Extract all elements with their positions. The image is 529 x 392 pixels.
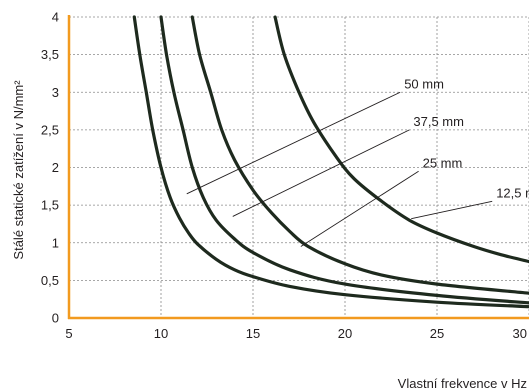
curve-label: 25 mm bbox=[423, 155, 463, 170]
x-tick-label: 20 bbox=[338, 326, 352, 341]
series-line bbox=[190, 15, 529, 295]
x-tick-labels: 5 10 15 20 25 30 bbox=[65, 326, 527, 341]
series-line bbox=[132, 15, 529, 309]
y-tick-label: 2,5 bbox=[41, 122, 59, 137]
leader-line bbox=[411, 200, 493, 220]
y-tick-label: 2 bbox=[52, 160, 59, 175]
curve-label: 37,5 mm bbox=[413, 114, 464, 129]
curve-label: 12,5 mm bbox=[496, 185, 529, 200]
x-tick-label: 15 bbox=[246, 326, 260, 341]
series-line bbox=[273, 15, 529, 264]
axes bbox=[67, 15, 529, 320]
leader-lines bbox=[186, 91, 493, 247]
x-tick-label: 30 bbox=[513, 326, 527, 341]
y-tick-label: 4 bbox=[52, 10, 59, 25]
x-tick-label: 5 bbox=[65, 326, 72, 341]
y-tick-label: 3,5 bbox=[41, 47, 59, 62]
series-line bbox=[159, 15, 529, 305]
y-tick-labels: 0 0,5 1 1,5 2 2,5 3 3,5 4 bbox=[41, 10, 59, 326]
y-axis-label: Stálé statické zatížení v N/mm² bbox=[11, 80, 26, 260]
leader-line bbox=[300, 170, 419, 247]
y-tick-label: 0,5 bbox=[41, 273, 59, 288]
curve-labels: 50 mm 37,5 mm 25 mm 12,5 mm bbox=[404, 76, 529, 200]
y-tick-label: 3 bbox=[52, 85, 59, 100]
y-tick-label: 1 bbox=[52, 235, 59, 250]
y-tick-label: 1,5 bbox=[41, 198, 59, 213]
x-tick-label: 25 bbox=[430, 326, 444, 341]
leader-line bbox=[232, 129, 410, 217]
x-axis-label: Vlastní frekvence v Hz bbox=[398, 376, 527, 391]
x-tick-label: 10 bbox=[154, 326, 168, 341]
leader-line bbox=[186, 91, 401, 195]
series-lines bbox=[132, 15, 529, 309]
y-tick-label: 0 bbox=[52, 311, 59, 326]
curve-label: 50 mm bbox=[404, 76, 444, 91]
